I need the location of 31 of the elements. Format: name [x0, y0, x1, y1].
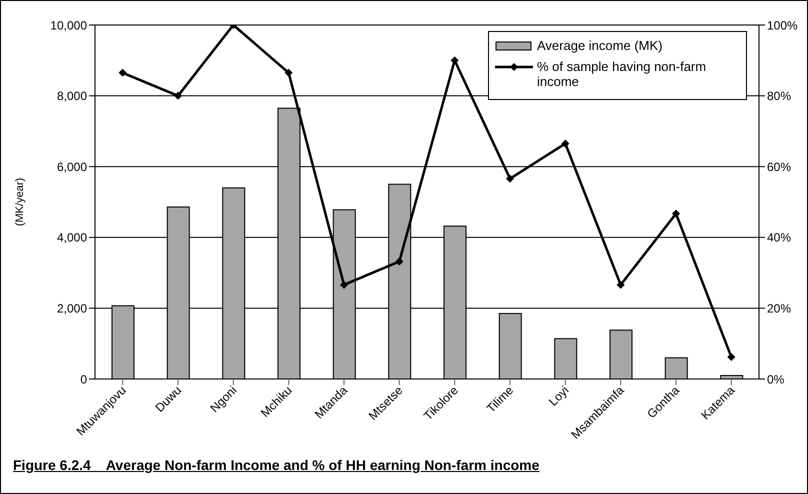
y-tick-label: 10,000	[50, 18, 88, 32]
legend-label: % of sample having non-farm income	[537, 59, 708, 89]
y2-tick-label: 20%	[767, 301, 792, 316]
y-tick-label: 0	[80, 372, 88, 386]
point	[174, 92, 182, 100]
y2-tick-label: 80%	[767, 89, 792, 104]
y-tick-label: 8,000	[56, 89, 88, 104]
point	[561, 140, 570, 148]
y2-tick-label: 0%	[767, 372, 785, 386]
point	[727, 353, 736, 362]
point	[118, 68, 127, 77]
bar	[554, 338, 578, 379]
point	[506, 174, 514, 183]
y2-tick-label: 40%	[767, 230, 792, 245]
y-tick-label: 2,000	[56, 301, 88, 316]
point	[340, 280, 348, 289]
bar	[498, 313, 522, 379]
y2-tick-label: 60%	[767, 160, 792, 174]
y-tick-label: 4,000	[56, 230, 88, 245]
y-tick-label: 6,000	[56, 160, 88, 174]
text: Figure 6.2.4 Average Non-farm Income and % of HH earning Non-farm income	[13, 457, 540, 473]
bar	[664, 357, 688, 379]
point	[450, 56, 459, 64]
bar	[610, 330, 632, 379]
point	[284, 68, 293, 77]
y2-tick-label: 100%	[767, 18, 798, 32]
point	[395, 257, 404, 266]
y-axis-title: (MK/year)	[14, 178, 26, 226]
point	[672, 210, 680, 218]
legend-label: Average income (MK)	[537, 38, 662, 53]
point	[616, 280, 625, 289]
